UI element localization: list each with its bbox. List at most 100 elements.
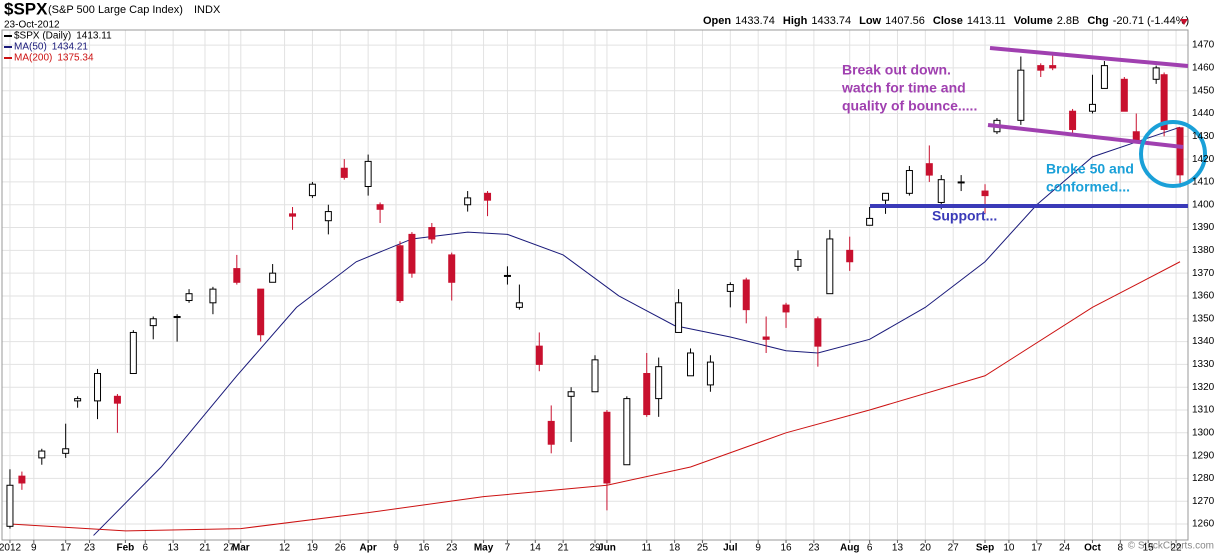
x-tick-label: 14 [530,543,542,554]
x-tick-label: 24 [1059,543,1071,554]
x-tick-label: 16 [418,543,430,554]
candle-body [448,254,456,283]
x-tick-label: 6 [142,543,148,554]
y-tick-label: 1410 [1192,177,1215,188]
candle-body [547,420,555,445]
candle-body [655,366,663,400]
candle-body [257,288,265,336]
down-arrow [1180,19,1188,25]
x-tick-label: 8 [1118,543,1124,554]
quote-value: 1407.56 [885,15,925,27]
candle-body [1152,67,1160,80]
y-tick-label: 1340 [1192,336,1215,347]
legend-label: MA(50) [14,42,47,53]
x-tick-label: 13 [892,543,904,554]
candle-body [324,211,332,222]
candle-body [643,373,651,416]
quote-label: Open [703,15,731,27]
legend-value: 1413.11 [76,31,112,42]
y-tick-label: 1390 [1192,222,1215,233]
candle-body [376,204,384,210]
x-tick-label: 6 [867,543,873,554]
candle-body [149,318,157,327]
candle-body [726,284,734,292]
candle-body [1037,65,1045,71]
channel-top [989,46,1189,68]
candle-body [742,279,750,311]
x-tick-label: 17 [60,543,72,554]
candle-body [515,302,523,308]
candle-body [18,475,26,484]
x-tick-label: 17 [1031,543,1043,554]
x-tick-label: Aug [840,543,859,554]
candle-body [603,411,611,484]
y-tick-label: 1450 [1192,85,1215,96]
y-tick-label: 1380 [1192,245,1215,256]
y-tick-label: 1310 [1192,405,1215,416]
quote-value: 2.8B [1057,15,1080,27]
x-tick-label: 9 [393,543,399,554]
candle-body [623,398,631,466]
x-tick-label: Apr [360,543,377,554]
x-tick-label: 20 [920,543,932,554]
candle-body [866,217,874,226]
x-tick-label: 15 [1143,543,1155,554]
symbol: $SPX [4,0,48,18]
candle-body [94,373,102,402]
x-tick-label: 26 [335,543,347,554]
y-tick-label: 1430 [1192,131,1215,142]
candle-body [428,227,436,240]
x-tick-label: Oct [1084,543,1101,554]
x-tick-label: 16 [780,543,792,554]
x-tick-label: Mar [232,543,250,554]
candle-body [38,450,46,459]
y-tick-label: 1470 [1192,40,1215,51]
y-tick-label: 1370 [1192,268,1215,279]
candle-body [6,484,14,527]
annotation: Broke 50 and [1046,161,1134,177]
candle-body [289,213,297,217]
candle-body [74,398,82,402]
y-tick-label: 1320 [1192,382,1215,393]
y-tick-label: 1260 [1192,519,1215,530]
candle-body [814,318,822,347]
annotation: conformed... [1046,179,1130,195]
annotation: watch for time and [841,80,966,96]
candle-body [957,181,965,184]
x-tick-label: 18 [669,543,681,554]
candle-body [269,272,277,283]
x-tick-label: 25 [697,543,709,554]
candle-body [1017,69,1025,121]
candle-body [129,331,137,375]
candle-body [113,395,121,404]
y-tick-label: 1400 [1192,199,1215,210]
candle-body [846,249,854,263]
x-tick-label: May [474,543,494,554]
x-tick-label: 21 [199,543,211,554]
y-tick-label: 1290 [1192,450,1215,461]
y-tick-label: 1360 [1192,291,1215,302]
x-tick-label: 2012 [0,543,22,554]
candle-body [1160,74,1168,130]
candle-body [1120,78,1128,112]
candle-body [484,192,492,201]
x-tick-label: Sep [976,543,994,554]
x-tick-label: 23 [446,543,458,554]
candle-body [1100,65,1108,89]
x-tick-label: 9 [755,543,761,554]
candle-body [567,391,575,397]
candle-body [1069,110,1077,130]
x-tick-label: 9 [31,543,37,554]
candle-body [794,258,802,267]
y-tick-label: 1270 [1192,496,1215,507]
quote-value: 1413.11 [967,15,1006,27]
candle-body [185,293,193,302]
legend-value: 1434.21 [52,42,89,53]
candle-body [308,183,316,197]
x-tick-label: 13 [168,543,180,554]
candle-body [1049,65,1057,69]
x-tick-label: 10 [1003,543,1015,554]
candle-body [62,448,70,454]
